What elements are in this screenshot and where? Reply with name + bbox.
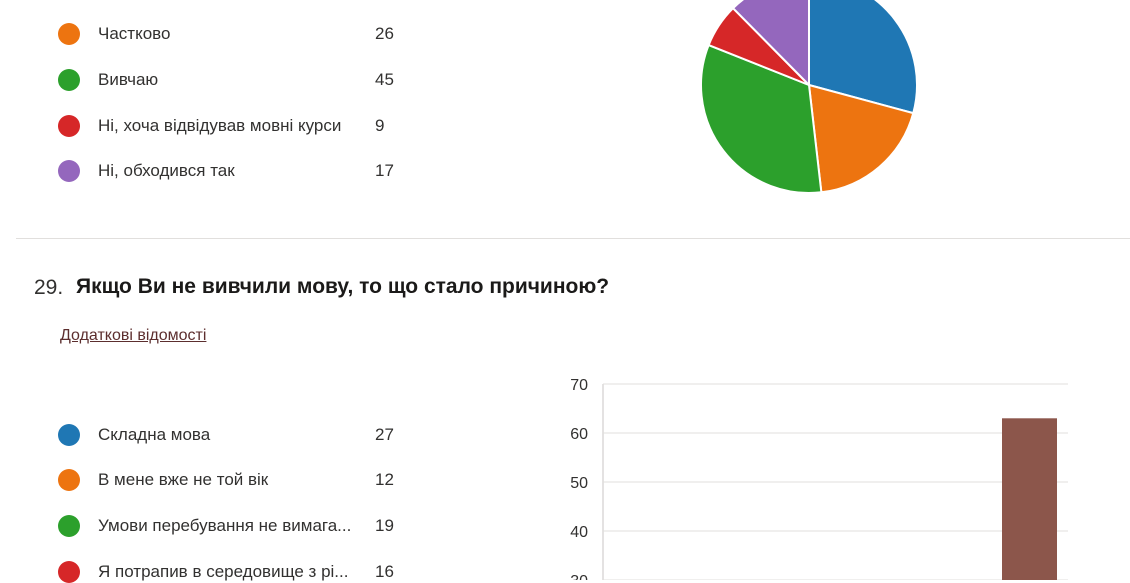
- legend-count: 27: [375, 425, 394, 444]
- legend-item: Вивчаю 45: [58, 67, 418, 91]
- legend-item: Ні, обходився так 17: [58, 158, 418, 182]
- legend-dot: [58, 424, 80, 446]
- legend-item: Умови перебування не вимага... 19: [58, 513, 418, 537]
- legend-label: Частково: [98, 24, 171, 43]
- y-tick-label: 50: [570, 475, 588, 492]
- legend-label: В мене вже не той вік: [98, 470, 269, 489]
- pie-slice[interactable]: [807, 83, 915, 194]
- pie-slice[interactable]: [731, 0, 810, 88]
- legend-dot: [58, 160, 80, 182]
- legend-label: Складна мова: [98, 425, 211, 444]
- legend-item: Я потрапив в середовище з рі... 16: [58, 559, 418, 583]
- legend-item: Частково 26: [58, 21, 418, 45]
- legend-item: Ні, хоча відвідував мовні курси 9: [58, 113, 418, 137]
- legend-item: Складна мова 27: [58, 422, 418, 446]
- legend-label: Ні, хоча відвідував мовні курси: [98, 116, 342, 135]
- legend-count: 12: [375, 470, 394, 489]
- question-number: 29.: [34, 276, 64, 299]
- legend-dot: [58, 561, 80, 583]
- y-tick-label: 70: [570, 377, 588, 394]
- legend-label: Вивчаю: [98, 70, 159, 89]
- pie-slice[interactable]: [808, 0, 918, 115]
- legend-dot: [58, 515, 80, 537]
- legend-dot: [58, 115, 80, 137]
- legend-label: Ні, обходився так: [98, 161, 235, 180]
- legend-dot: [58, 23, 80, 45]
- legend-count: 45: [375, 70, 394, 89]
- y-tick-label: 40: [570, 524, 588, 541]
- y-tick-label: 60: [570, 426, 588, 443]
- legend-item: В мене вже не той вік 12: [58, 467, 418, 491]
- question-title: Якщо Ви не вивчили мову, то що стало при…: [76, 275, 610, 298]
- legend-count: 16: [375, 562, 394, 581]
- legend-label: Я потрапив в середовище з рі...: [98, 562, 349, 581]
- legend-count: 19: [375, 516, 394, 535]
- pie-slice[interactable]: [700, 43, 823, 194]
- legend-label: Умови перебування не вимага...: [98, 516, 352, 535]
- bar[interactable]: [1002, 418, 1057, 580]
- legend-dot: [58, 69, 80, 91]
- legend-count: 26: [375, 24, 394, 43]
- more-details-link[interactable]: Додаткові відомості: [60, 327, 207, 344]
- legend-count: 17: [375, 161, 394, 180]
- y-tick-label: 30: [570, 573, 588, 580]
- legend-count: 9: [375, 116, 385, 135]
- legend-dot: [58, 469, 80, 491]
- section-divider: [16, 238, 1130, 239]
